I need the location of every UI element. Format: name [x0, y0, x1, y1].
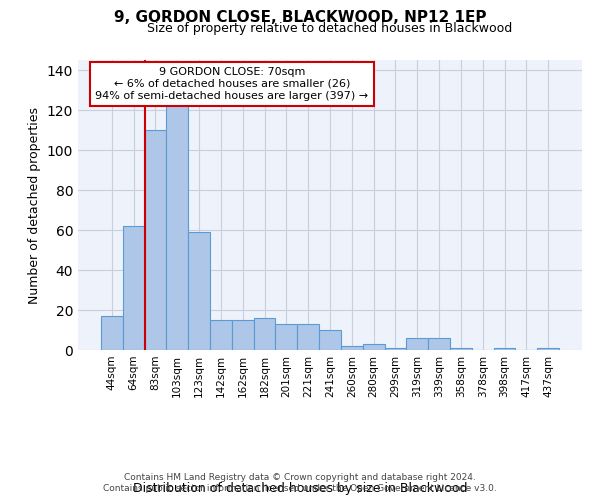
Bar [145, 130, 166, 350]
Bar [210, 320, 232, 350]
Text: Contains HM Land Registry data © Crown copyright and database right 2024.: Contains HM Land Registry data © Crown c… [124, 472, 476, 482]
Text: 9, GORDON CLOSE, BLACKWOOD, NP12 1EP: 9, GORDON CLOSE, BLACKWOOD, NP12 1EP [114, 10, 486, 25]
Bar [319, 330, 341, 350]
Text: Distribution of detached houses by size in Blackwood: Distribution of detached houses by size … [133, 482, 467, 495]
Title: Size of property relative to detached houses in Blackwood: Size of property relative to detached ho… [148, 22, 512, 35]
Text: Contains public sector information licensed under the Open Government Licence v3: Contains public sector information licen… [103, 484, 497, 493]
Bar [450, 348, 472, 350]
Bar [297, 324, 319, 350]
Bar [188, 232, 210, 350]
Bar [537, 348, 559, 350]
Y-axis label: Number of detached properties: Number of detached properties [28, 106, 41, 304]
Bar [166, 90, 188, 350]
Bar [341, 346, 363, 350]
Bar [254, 318, 275, 350]
Bar [385, 348, 406, 350]
Bar [232, 320, 254, 350]
Bar [406, 338, 428, 350]
Bar [275, 324, 297, 350]
Bar [428, 338, 450, 350]
Bar [101, 316, 123, 350]
Bar [494, 348, 515, 350]
Bar [363, 344, 385, 350]
Text: 9 GORDON CLOSE: 70sqm
← 6% of detached houses are smaller (26)
94% of semi-detac: 9 GORDON CLOSE: 70sqm ← 6% of detached h… [95, 68, 368, 100]
Bar [123, 226, 145, 350]
